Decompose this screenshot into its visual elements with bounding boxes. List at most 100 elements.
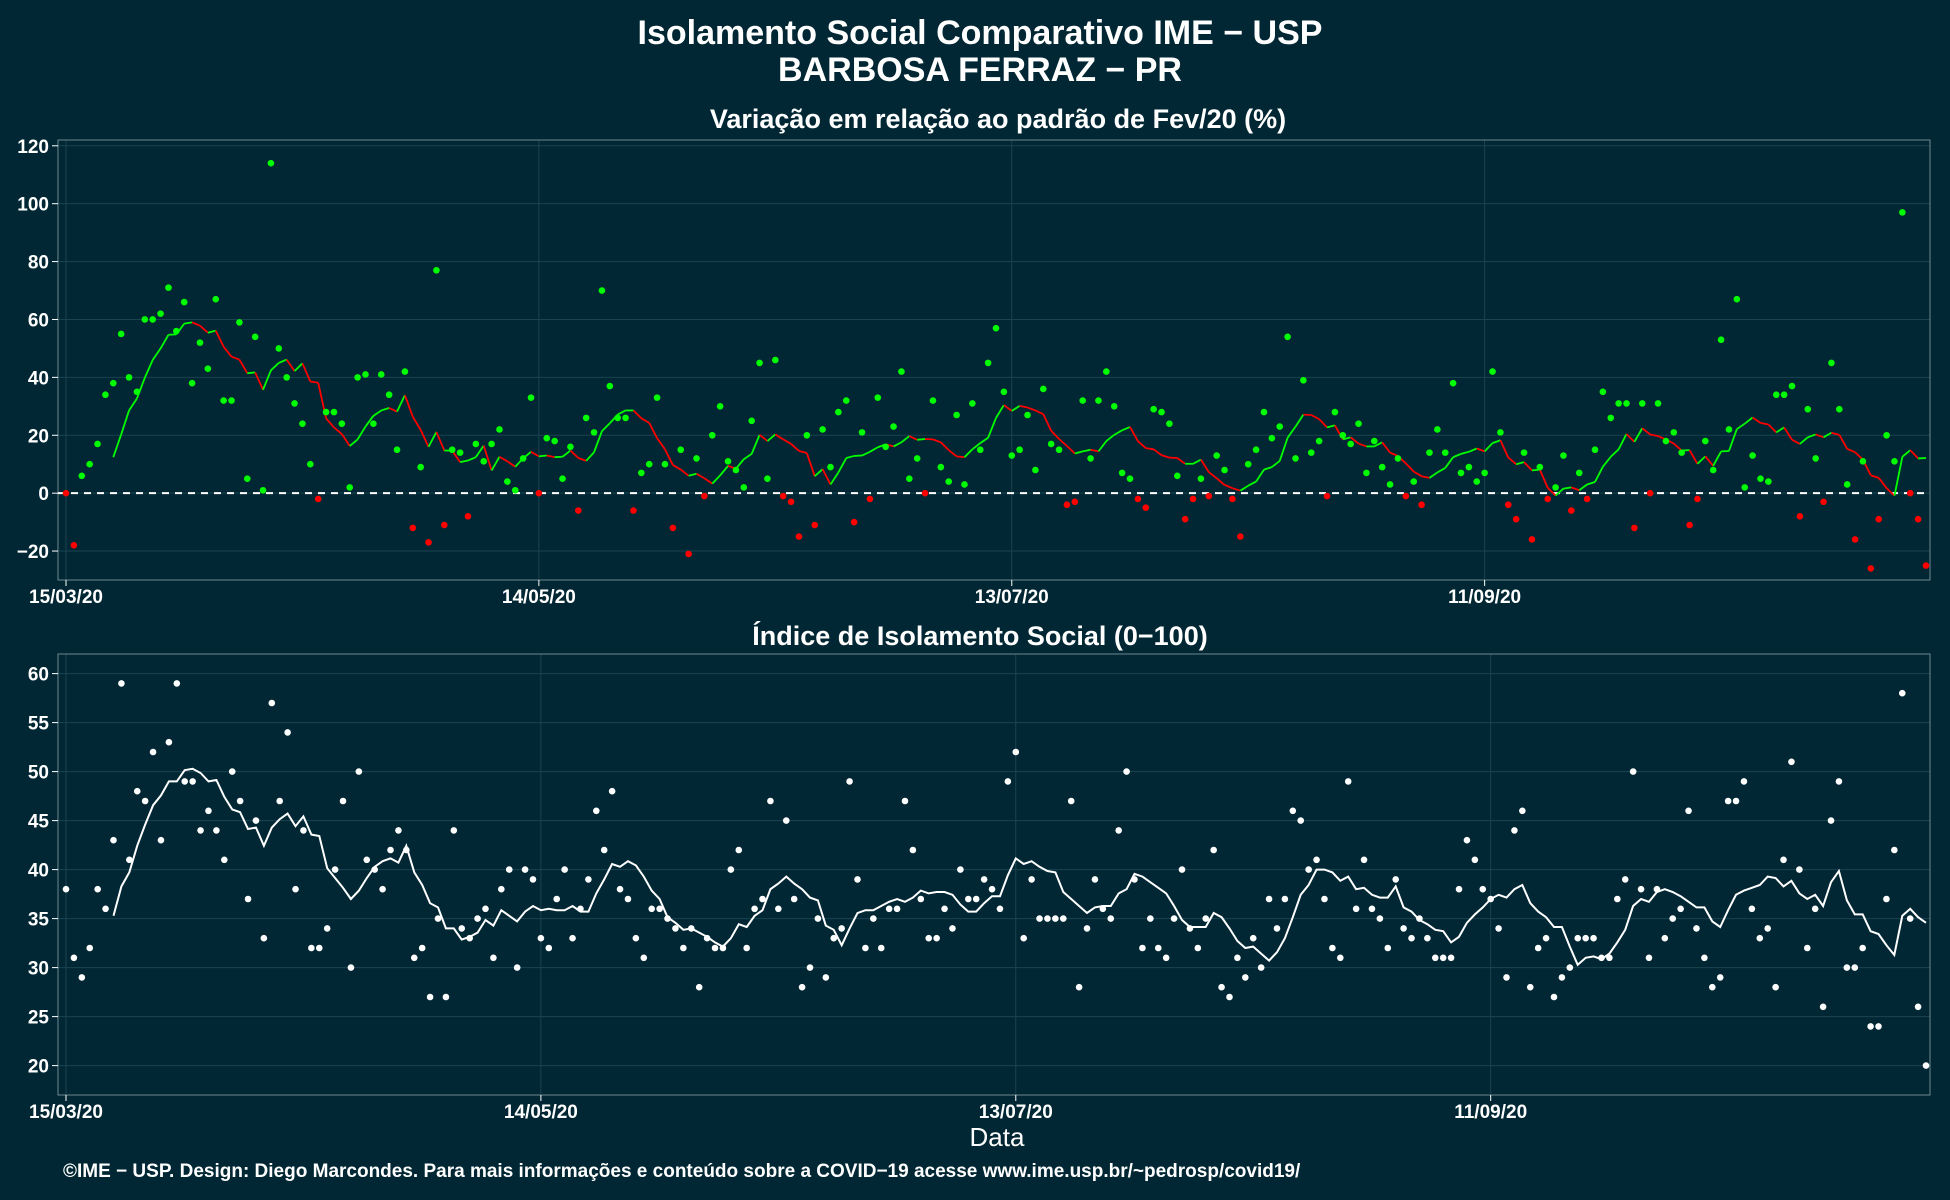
data-point [1780,391,1788,399]
data-point [395,827,402,834]
data-point [630,507,637,514]
data-point [677,446,685,454]
data-point [1906,915,1914,922]
data-point [1497,429,1504,436]
moving-average-segment [1736,422,1746,430]
data-point [1115,827,1122,834]
data-point [1173,472,1181,480]
data-point [1550,993,1558,1001]
data-point [669,524,677,532]
moving-average-segment [1704,455,1714,467]
data-point [680,944,687,952]
moving-average-segment [948,449,958,458]
data-point [1071,498,1079,506]
moving-average-segment [1492,439,1501,444]
data-point [980,876,988,883]
data-point [1091,876,1099,883]
data-point [608,787,616,795]
data-point [996,905,1004,913]
data-point [1252,446,1260,454]
data-point [775,905,782,913]
y-tick-label: 120 [17,137,49,158]
data-point [877,944,885,952]
moving-average-segment [1870,474,1879,479]
data-point [220,397,227,404]
data-point [724,458,732,465]
y-tick-label: −20 [17,542,49,563]
data-point [1347,440,1354,448]
data-point [585,876,592,883]
data-point [442,993,450,1001]
data-point [141,797,149,805]
moving-average-segment [1066,445,1076,455]
moving-average-segment [790,443,800,452]
figure-title-line1: Isolamento Social Comparativo IME − USP [638,14,1323,52]
data-point [1820,498,1827,506]
data-point [323,925,331,932]
x-tick-label: 14/05/20 [502,587,576,608]
data-point [393,446,401,454]
moving-average-segment [1129,426,1139,442]
data-point [1717,336,1725,344]
moving-average-segment [285,359,296,372]
data-point [957,866,964,873]
data-point [925,934,933,942]
moving-average-segment [530,451,540,458]
moving-average-segment [821,468,832,485]
data-point [387,846,394,854]
moving-average-segment [388,407,398,413]
moving-average-segment [1176,457,1186,465]
plot-frame [57,653,1931,1096]
data-point [1693,925,1700,932]
data-point [1410,478,1418,485]
data-point [1473,478,1481,485]
data-point [567,443,574,451]
moving-average-segment [1641,427,1651,436]
data-point [1645,954,1653,962]
data-point [1202,915,1210,922]
data-point [1189,495,1197,503]
moving-average-segment [1688,449,1699,465]
data-point [535,489,543,497]
moving-average-line [112,767,1927,967]
moving-average-segment [1050,430,1060,440]
data-point [1402,492,1410,500]
moving-average-segment [1767,423,1777,434]
moving-average-segment [1027,406,1036,412]
data-point [1059,915,1067,922]
moving-average-segment [1507,456,1517,465]
moving-average-segment [136,377,146,399]
y-tick-label: 30 [28,959,49,980]
moving-average-segment [569,449,579,459]
data-point [898,368,905,375]
data-point [1394,455,1402,462]
data-point [308,944,315,952]
data-point [638,469,645,477]
moving-average-segment [940,441,950,451]
moving-average-segment [380,407,390,412]
data-point [582,414,590,422]
moving-average-segment [1035,409,1044,415]
moving-average-segment [1090,448,1099,453]
moving-average-segment [869,446,879,453]
moving-average-segment [278,358,288,364]
moving-average-segment [1381,441,1391,454]
data-point [1107,915,1115,922]
moving-average-segment [798,450,808,454]
moving-average-segment [159,334,170,349]
data-point [173,680,181,687]
data-point [1218,983,1225,991]
moving-average-segment [814,468,824,477]
moving-average-segment [1444,456,1454,469]
moving-average-segment [1436,467,1446,474]
moving-average-segment [1405,462,1415,473]
data-point [782,817,790,824]
plot-frame [57,139,1931,581]
data-point [1439,954,1447,962]
data-point [1400,925,1407,932]
moving-average-segment [1594,466,1604,483]
moving-average-segment [1823,432,1832,439]
data-point [1740,778,1748,785]
data-point [1229,495,1236,503]
data-point [854,876,861,883]
